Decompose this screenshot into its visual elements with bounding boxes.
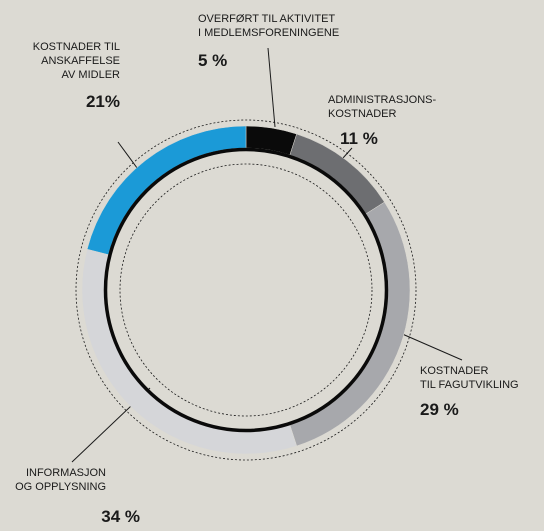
- value-label: 34 %: [101, 507, 140, 526]
- value-label: 29 %: [420, 400, 459, 419]
- leader-line: [342, 147, 353, 159]
- donut-segment: [81, 248, 297, 455]
- segment-label: KOSTNADER: [420, 365, 489, 377]
- segment-label: TIL FAGUTVIKLING: [420, 379, 519, 391]
- inner-dotted-ring: [119, 163, 373, 417]
- inner-ring: [103, 147, 389, 433]
- segment-label: ANSKAFFELSE: [41, 55, 120, 67]
- segment-label: KOSTNADER: [328, 108, 397, 120]
- outer-dotted-ring: [75, 119, 417, 461]
- donut-segment: [289, 201, 411, 447]
- segment-label: ADMINISTRASJONS-: [328, 94, 437, 106]
- leader-line: [399, 332, 463, 361]
- segment-label: OG OPPLYSNING: [15, 481, 106, 493]
- value-label: 21%: [86, 92, 120, 111]
- leader-line: [267, 47, 276, 128]
- segment-label: AV MIDLER: [62, 69, 121, 81]
- leader-line: [117, 141, 141, 173]
- segment-label: KOSTNADER TIL: [33, 41, 120, 53]
- value-label: 11 %: [340, 129, 378, 148]
- donut-segment: [86, 125, 247, 255]
- segment-label: I MEDLEMSFORENINGENE: [198, 27, 339, 39]
- segment-label: INFORMASJON: [26, 467, 106, 479]
- value-label: 5 %: [198, 51, 227, 70]
- segment-label: OVERFØRT TIL AKTIVITET: [198, 13, 335, 25]
